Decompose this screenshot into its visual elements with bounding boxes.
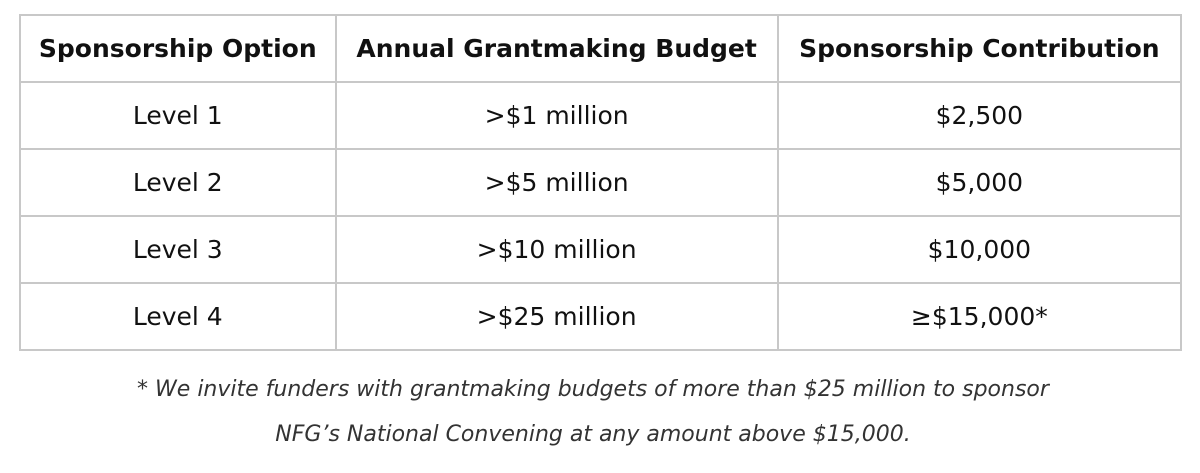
- cell-option: Level 4: [19, 282, 337, 351]
- table-header-row: Sponsorship Option Annual Grantmaking Bu…: [19, 14, 1183, 83]
- cell-option: Level 1: [19, 81, 337, 150]
- header-contribution: Sponsorship Contribution: [776, 14, 1183, 83]
- table-row: Level 1 >$1 million $2,500: [19, 81, 1183, 150]
- footnote-line-1: * We invite funders with grantmaking bud…: [137, 377, 1049, 402]
- table-row: Level 2 >$5 million $5,000: [19, 148, 1183, 217]
- cell-option: Level 3: [19, 215, 337, 284]
- header-annual-budget: Annual Grantmaking Budget: [334, 14, 779, 83]
- table-row: Level 3 >$10 million $10,000: [19, 215, 1183, 284]
- cell-budget: >$5 million: [334, 148, 779, 217]
- sponsorship-table: Sponsorship Option Annual Grantmaking Bu…: [19, 14, 1183, 351]
- cell-contribution: $5,000: [776, 148, 1183, 217]
- cell-option: Level 2: [19, 148, 337, 217]
- cell-budget: >$1 million: [334, 81, 779, 150]
- cell-budget: >$10 million: [334, 215, 779, 284]
- cell-budget: >$25 million: [334, 282, 779, 351]
- footnote-line-2: NFG’s National Convening at any amount a…: [275, 422, 911, 447]
- header-sponsorship-option: Sponsorship Option: [19, 14, 337, 83]
- table-row: Level 4 >$25 million ≥$15,000*: [19, 282, 1183, 351]
- cell-contribution: ≥$15,000*: [776, 282, 1183, 351]
- cell-contribution: $2,500: [776, 81, 1183, 150]
- cell-contribution: $10,000: [776, 215, 1183, 284]
